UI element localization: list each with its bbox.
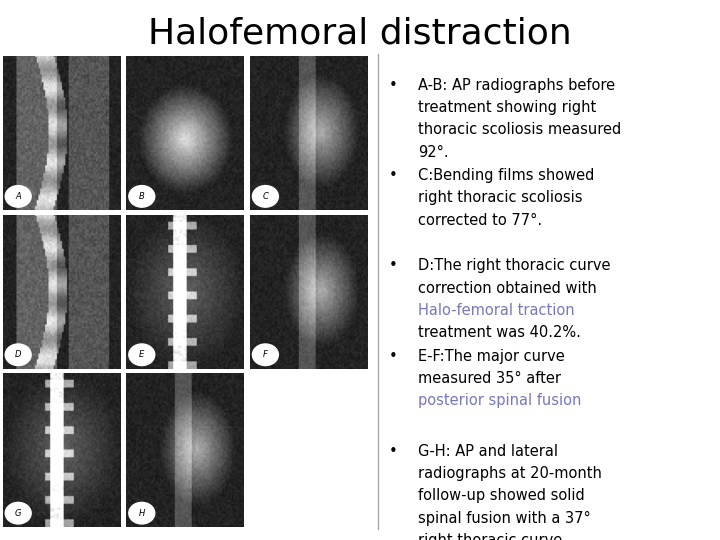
Text: measured 35° after: measured 35° after: [418, 371, 561, 386]
Text: E: E: [139, 350, 145, 359]
Text: spinal fusion with a 37°: spinal fusion with a 37°: [418, 511, 590, 525]
Text: right thoracic curve.: right thoracic curve.: [418, 533, 567, 540]
Text: thoracic scoliosis measured: thoracic scoliosis measured: [418, 123, 621, 137]
Ellipse shape: [129, 344, 155, 366]
Ellipse shape: [253, 344, 279, 366]
Text: •: •: [389, 168, 397, 183]
Ellipse shape: [5, 502, 31, 524]
Text: D: D: [15, 350, 22, 359]
Text: A-B: AP radiographs before: A-B: AP radiographs before: [418, 78, 615, 93]
Text: treatment was 40.2%.: treatment was 40.2%.: [418, 325, 581, 340]
Text: A: A: [15, 192, 21, 201]
Text: D:The right thoracic curve: D:The right thoracic curve: [418, 258, 611, 273]
Text: C: C: [263, 192, 269, 201]
Text: Halofemoral distraction: Halofemoral distraction: [148, 16, 572, 50]
Text: Halo-femoral traction: Halo-femoral traction: [418, 303, 575, 318]
Text: •: •: [389, 78, 397, 93]
Text: •: •: [389, 258, 397, 273]
Text: right thoracic scoliosis: right thoracic scoliosis: [418, 191, 582, 205]
Text: posterior spinal fusion: posterior spinal fusion: [418, 393, 581, 408]
Text: B: B: [139, 192, 145, 201]
Text: C:Bending films showed: C:Bending films showed: [418, 168, 594, 183]
Text: G: G: [15, 509, 22, 518]
Text: treatment showing right: treatment showing right: [418, 100, 596, 115]
Text: correction obtained with: correction obtained with: [418, 281, 597, 296]
Text: •: •: [389, 349, 397, 363]
Text: F: F: [263, 350, 268, 359]
Text: 92°.: 92°.: [418, 145, 449, 160]
Ellipse shape: [5, 344, 31, 366]
Text: radiographs at 20-month: radiographs at 20-month: [418, 466, 602, 481]
Text: follow-up showed solid: follow-up showed solid: [418, 488, 585, 503]
Text: G-H: AP and lateral: G-H: AP and lateral: [418, 444, 558, 458]
Ellipse shape: [129, 186, 155, 207]
Text: corrected to 77°.: corrected to 77°.: [418, 213, 542, 228]
Ellipse shape: [129, 502, 155, 524]
Ellipse shape: [253, 186, 279, 207]
Text: E-F:The major curve: E-F:The major curve: [418, 349, 564, 363]
Text: •: •: [389, 444, 397, 458]
Ellipse shape: [5, 186, 31, 207]
Text: H: H: [139, 509, 145, 518]
